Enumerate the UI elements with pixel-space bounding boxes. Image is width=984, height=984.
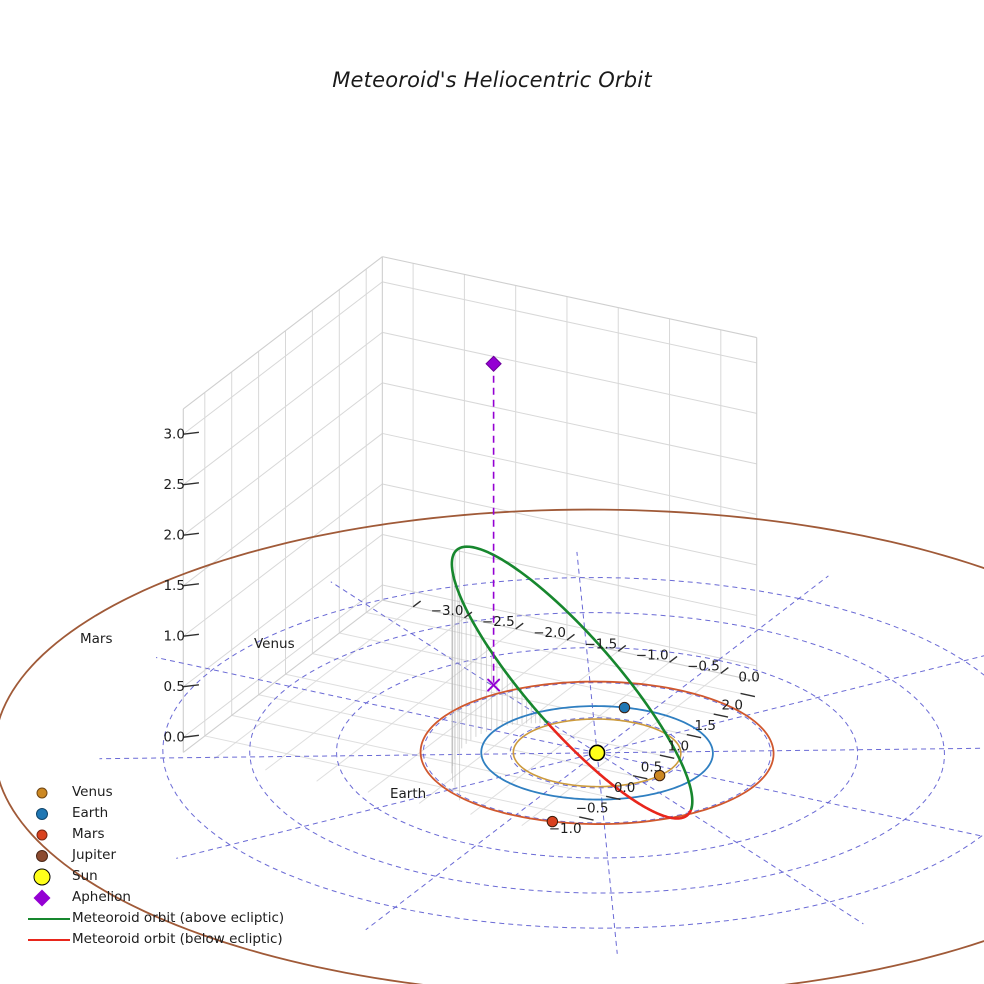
legend-item-meteoroid-orbit-below-ecliptic[interactable]: Meteoroid orbit (below ecliptic) (26, 929, 306, 950)
axis-tick-label: −2.5 (482, 614, 515, 630)
legend-line-swatch (28, 938, 70, 941)
circle-icon (36, 787, 48, 798)
legend-item-aphelion[interactable]: Aphelion (26, 887, 306, 908)
circle-icon (36, 807, 48, 820)
legend-item-label: Sun (72, 868, 98, 884)
circle-icon (36, 849, 48, 862)
axis-tick-label: 1.5 (163, 578, 184, 594)
axis-tick-label: 1.0 (163, 628, 184, 644)
axis-tick-label: 2.0 (163, 527, 184, 543)
axis-tick-label: 2.0 (721, 698, 742, 714)
legend-item-label: Meteoroid orbit (above ecliptic) (72, 910, 285, 926)
mars-marker[interactable] (546, 815, 559, 828)
axis-tick-label: −2.0 (533, 625, 566, 641)
axis-tick-label: 0.0 (614, 780, 635, 796)
earth-marker[interactable] (618, 701, 631, 714)
aphelion-diamond-marker[interactable] (485, 355, 502, 372)
legend-item-venus[interactable]: Venus (26, 782, 306, 803)
venus-orbit (512, 718, 682, 788)
axis-tick-label: −1.0 (549, 821, 582, 837)
axis-tick-label: 1.0 (668, 739, 689, 755)
circle-icon (36, 829, 48, 840)
body-markers: Venus Earth Mars (80, 631, 666, 828)
legend: Venus Earth Mars Jupiter Sun Aphelion Meteoroi… (26, 782, 306, 950)
axis-tick-label: −0.5 (576, 800, 609, 816)
legend-item-earth[interactable]: Earth (26, 803, 306, 824)
legend-item-mars[interactable]: Mars (26, 824, 306, 845)
meteoroid-orbit (450, 545, 694, 820)
orbit-dropline-stems (451, 548, 545, 801)
axis-ticks: −1.0 −0.5 0.0 0.5 1.0 1.5 2.0 0.0 −0.5 −1.0 −1.5 −2… (163, 426, 759, 837)
axis-tick-label: 0.0 (738, 670, 759, 686)
legend-item-label: Earth (72, 805, 109, 821)
axes-panes (182, 256, 758, 826)
legend-item-label: Meteoroid orbit (below ecliptic) (72, 931, 283, 947)
axis-tick-label: 1.5 (695, 718, 716, 734)
axis-tick-label: −1.5 (584, 636, 617, 652)
axis-tick-label: 2.5 (163, 477, 184, 493)
legend-item-jupiter[interactable]: Jupiter (26, 845, 306, 866)
meteoroid-orbit-above-ecliptic (450, 545, 694, 811)
meteoroid-orbit-below-ecliptic (605, 778, 693, 820)
planet-orbits (0, 508, 984, 984)
mars-orbit (419, 680, 775, 825)
axis-tick-label: 0.5 (163, 679, 184, 695)
earth-orbit (480, 705, 714, 801)
legend-item-label: Aphelion (72, 889, 131, 905)
axis-tick-label: 0.5 (641, 759, 662, 775)
venus-marker[interactable] (653, 769, 666, 782)
jupiter-orbit (0, 508, 984, 984)
axis-tick-label: 0.0 (163, 729, 184, 745)
aphelion-marker-group (485, 355, 502, 692)
legend-line-swatch (28, 917, 70, 920)
axis-tick-label: 3.0 (163, 426, 184, 442)
axis-tick-label: −0.5 (687, 658, 720, 674)
legend-item-label: Jupiter (72, 847, 117, 863)
earth-label: Earth (390, 786, 426, 802)
venus-label: Venus (254, 636, 295, 652)
legend-item-label: Venus (72, 784, 113, 800)
sun-marker[interactable] (588, 744, 606, 762)
axis-tick-label: −1.0 (636, 647, 669, 663)
legend-item-meteoroid-orbit-above-ecliptic[interactable]: Meteoroid orbit (above ecliptic) (26, 908, 306, 929)
page-title: Meteoroid's Heliocentric Orbit (332, 68, 652, 92)
axis-tick-label: −3.0 (431, 603, 464, 619)
meteoroid-orbit-below-ecliptic (547, 722, 609, 782)
legend-item-sun[interactable]: Sun (26, 866, 306, 887)
circle-icon (33, 868, 51, 885)
diamond-icon (33, 889, 51, 906)
legend-item-label: Mars (72, 826, 105, 842)
aphelion-projection-x-marker (487, 678, 501, 692)
mars-label: Mars (80, 631, 113, 647)
